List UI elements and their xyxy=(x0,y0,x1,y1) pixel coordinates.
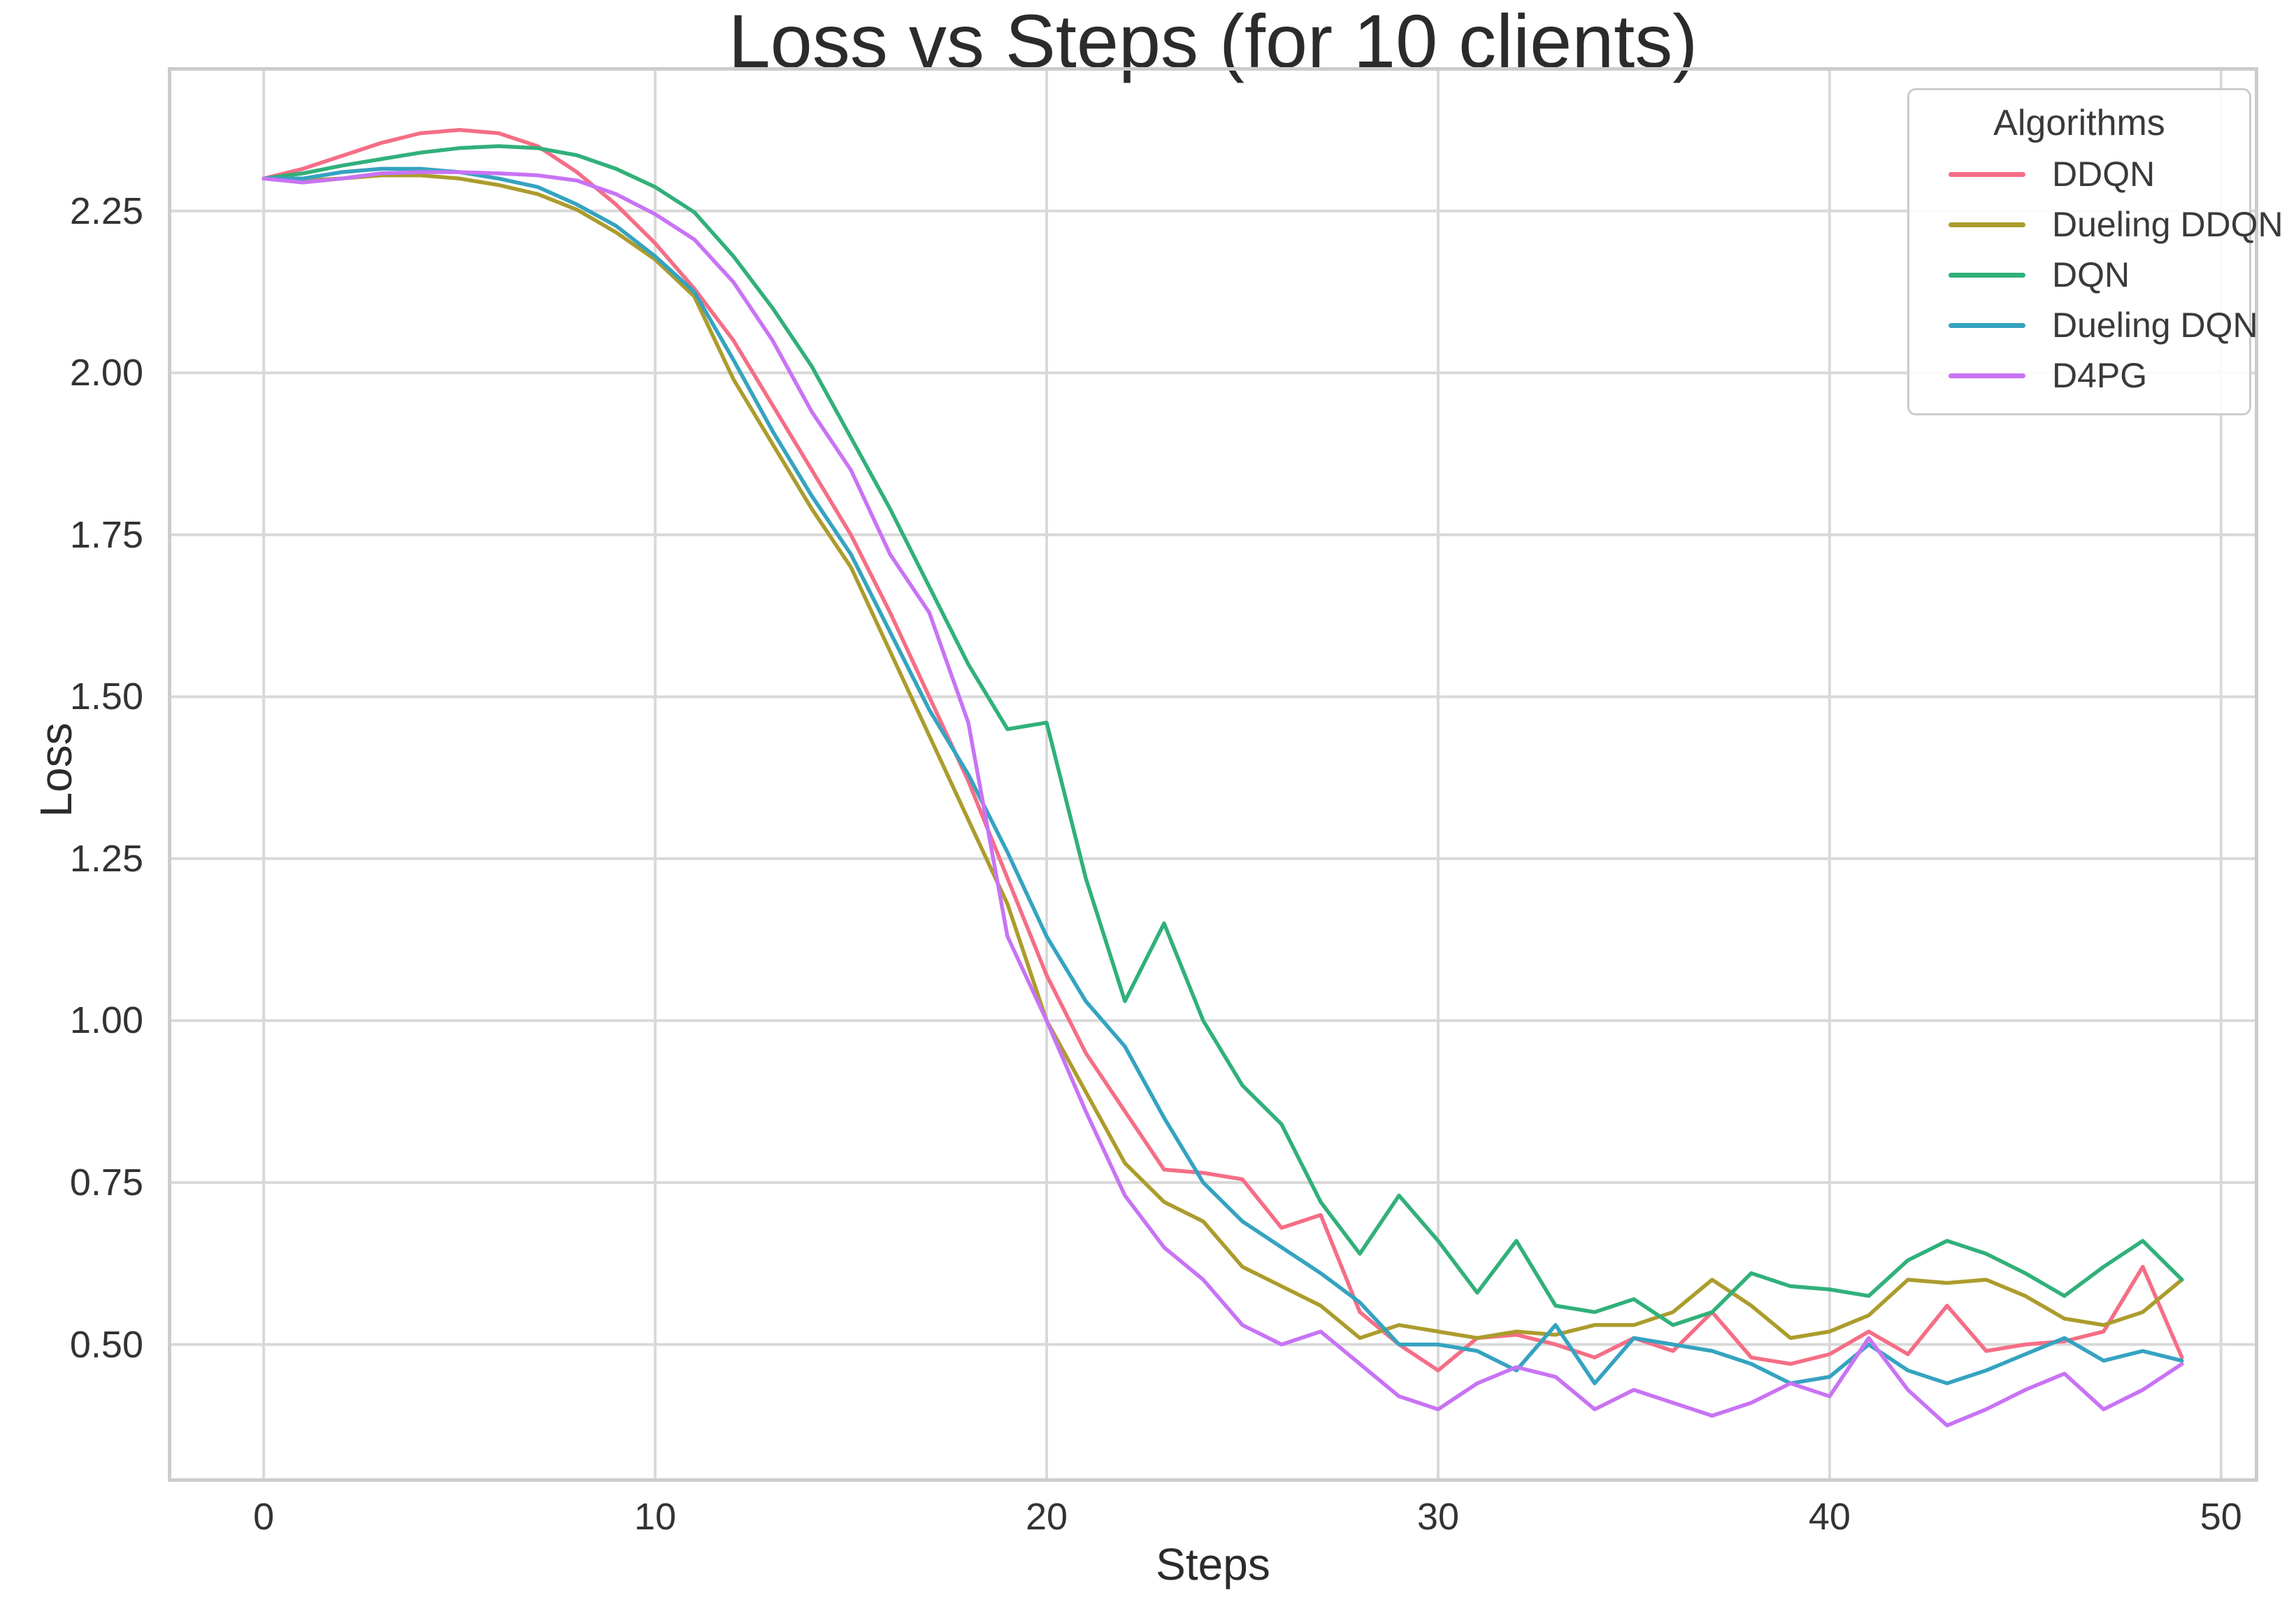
series-line-dueling-dqn xyxy=(261,166,2184,1385)
legend-swatch-dueling-dqn xyxy=(1949,322,2025,328)
x-tick-label: 40 xyxy=(1808,1496,1851,1538)
series-line-dqn xyxy=(261,144,2184,1327)
y-tick-label: 1.50 xyxy=(69,676,143,718)
x-axis-label: Steps xyxy=(1156,1539,1270,1590)
legend-label-dueling-dqn: Dueling DQN xyxy=(2052,306,2258,345)
y-tick-label: 2.00 xyxy=(69,352,143,394)
legend-label-d4pg: D4PG xyxy=(2052,356,2148,395)
legend-swatch-d4pg xyxy=(1949,373,2025,378)
series-line-d4pg xyxy=(261,170,2184,1428)
y-tick-label: 1.00 xyxy=(69,999,143,1042)
y-axis-label: Loss xyxy=(31,722,81,817)
y-tick-label: 1.25 xyxy=(69,837,143,880)
legend-swatch-dueling-ddqn xyxy=(1949,222,2025,227)
y-tick-label: 0.50 xyxy=(69,1323,143,1366)
legend-item-dqn: DQN xyxy=(1909,250,2249,300)
legend-item-dueling-ddqn: Dueling DDQN xyxy=(1909,199,2283,250)
x-tick-label: 50 xyxy=(2200,1496,2242,1538)
plot-frame xyxy=(168,67,2258,1482)
legend-title: Algorithms xyxy=(1993,103,2165,143)
legend: Algorithms DDQN Dueling DDQN DQN Dueling… xyxy=(1907,88,2283,415)
legend-label-dueling-ddqn: Dueling DDQN xyxy=(2052,205,2283,244)
x-tick-label: 30 xyxy=(1416,1496,1459,1538)
legend-swatch-dqn xyxy=(1949,272,2025,278)
legend-label-dqn: DQN xyxy=(2052,255,2130,294)
x-tick-label: 20 xyxy=(1025,1496,1068,1538)
legend-swatch-ddqn xyxy=(1949,171,2025,177)
plot-area: Algorithms DDQN Dueling DDQN DQN Dueling… xyxy=(168,67,2283,1482)
x-tick-label: 0 xyxy=(253,1496,275,1538)
y-tick-label: 0.75 xyxy=(69,1162,143,1204)
legend-label-ddqn: DDQN xyxy=(2052,155,2155,194)
y-tick-label: 1.75 xyxy=(69,513,143,556)
x-tick-label: 10 xyxy=(634,1496,677,1538)
legend-item-d4pg: D4PG xyxy=(1909,350,2249,401)
series-line-ddqn xyxy=(261,128,2184,1373)
series-line-dueling-ddqn xyxy=(261,173,2184,1341)
legend-item-ddqn: DDQN xyxy=(1909,149,2249,199)
y-tick-label: 2.25 xyxy=(69,190,143,232)
legend-item-dueling-dqn: Dueling DQN xyxy=(1909,300,2258,350)
